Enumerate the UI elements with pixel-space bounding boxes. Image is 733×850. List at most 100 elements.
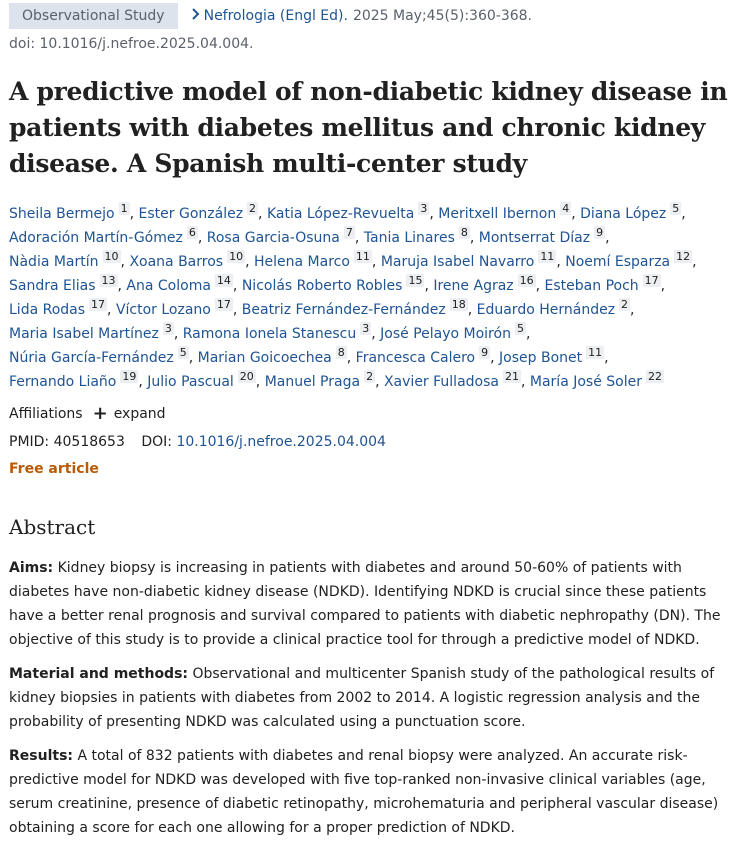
author-link[interactable]: Tania Linares	[363, 230, 455, 246]
author-link[interactable]: Katia López-Revuelta	[266, 206, 415, 222]
affiliation-number[interactable]: 9	[479, 346, 491, 359]
author-link[interactable]: Esteban Poch	[544, 278, 639, 294]
affiliation-number[interactable]: 19	[120, 370, 139, 383]
affiliation-number[interactable]: 18	[449, 298, 468, 311]
author-separator: ,	[630, 302, 635, 318]
affiliation-number[interactable]: 8	[458, 226, 470, 239]
author-link[interactable]: Nicolás Roberto Robles	[241, 278, 403, 294]
affiliation-number[interactable]: 1	[118, 202, 130, 215]
author-link[interactable]: Xavier Fulladosa	[383, 374, 499, 390]
affiliations-expand-button[interactable]: + expand	[93, 405, 166, 423]
article-title: A predictive model of non-diabetic kidne…	[9, 77, 728, 178]
affiliation-number[interactable]: 11	[538, 250, 557, 263]
author-separator: ,	[525, 326, 531, 342]
author-link[interactable]: Núria García-Fernández	[9, 350, 174, 366]
author-line: Núria García-Fernández 5, Marian Goicoech…	[9, 346, 729, 370]
author-link[interactable]: Diana López	[580, 206, 667, 222]
header-doi: doi: 10.1016/j.nefroe.2025.04.004.	[9, 36, 254, 52]
affiliation-number[interactable]: 8	[335, 346, 347, 359]
author-link[interactable]: Beatriz Fernández-Fernández	[241, 302, 446, 318]
affiliation-number[interactable]: 12	[674, 250, 693, 263]
affiliation-number[interactable]: 11	[586, 346, 605, 359]
author-link[interactable]: Sheila Bermejo	[9, 206, 115, 222]
doi-link[interactable]: 10.1016/j.nefroe.2025.04.004	[176, 434, 386, 450]
affiliation-number[interactable]: 10	[227, 250, 246, 263]
abstract-section-label: Results:	[9, 748, 73, 764]
doi-label: DOI:	[141, 434, 172, 450]
author-separator: ,	[258, 206, 267, 222]
affiliation-number[interactable]: 17	[642, 274, 661, 287]
affiliation-number[interactable]: 17	[214, 298, 233, 311]
affiliation-number[interactable]: 4	[560, 202, 572, 215]
author-separator: ,	[138, 374, 148, 390]
author-link[interactable]: José Pelayo Moirón	[380, 326, 511, 342]
affiliation-number[interactable]: 15	[406, 274, 425, 287]
publication-type-badge[interactable]: Observational Study	[9, 3, 178, 29]
affiliation-number[interactable]: 5	[177, 346, 189, 359]
author-link[interactable]: Nàdia Martín	[9, 254, 99, 270]
author-separator: ,	[371, 326, 381, 342]
affiliation-number[interactable]: 3	[418, 202, 430, 215]
affiliation-number[interactable]: 17	[89, 298, 108, 311]
author-link[interactable]: Josep Bonet	[499, 350, 583, 366]
affiliation-number[interactable]: 7	[343, 226, 355, 239]
author-link[interactable]: Maria Isabel Martínez	[9, 326, 159, 342]
citation-details: 2025 May;45(5):360-368.	[352, 8, 532, 24]
affiliation-number[interactable]: 2	[619, 298, 631, 311]
author-line: Fernando Liaño 19, Julio Pascual 20, Manue…	[9, 370, 729, 394]
author-separator: ,	[232, 302, 242, 318]
author-link[interactable]: Irene Agraz	[433, 278, 514, 294]
author-link[interactable]: Fernando Liaño	[9, 374, 117, 390]
author-link[interactable]: Víctor Lozano	[115, 302, 211, 318]
author-separator: ,	[469, 230, 479, 246]
author-link[interactable]: Adoración Martín-Gómez	[9, 230, 183, 246]
abstract-section-text: Kidney biopsy is increasing in patients …	[9, 560, 721, 648]
author-link[interactable]: Sandra Elias	[9, 278, 96, 294]
author-link[interactable]: Eduardo Hernández	[476, 302, 616, 318]
affiliation-number[interactable]: 11	[353, 250, 372, 263]
author-separator: ,	[120, 254, 130, 270]
author-link[interactable]: Xoana Barros	[129, 254, 224, 270]
affiliation-number[interactable]: 2	[364, 370, 376, 383]
author-link[interactable]: Maruja Isabel Navarro	[380, 254, 535, 270]
affiliation-number[interactable]: 9	[594, 226, 606, 239]
author-link[interactable]: Marian Goicoechea	[197, 350, 332, 366]
author-link[interactable]: Manuel Praga	[264, 374, 361, 390]
author-link[interactable]: Francesca Calero	[355, 350, 476, 366]
author-line: Sheila Bermejo 1, Ester González 2, Katia …	[9, 202, 729, 226]
author-link[interactable]: Julio Pascual	[147, 374, 234, 390]
author-link[interactable]: Lida Rodas	[9, 302, 86, 318]
affiliation-number[interactable]: 20	[237, 370, 256, 383]
author-link[interactable]: Noemí Esparza	[565, 254, 671, 270]
affiliation-number[interactable]: 13	[99, 274, 118, 287]
affiliation-number[interactable]: 16	[517, 274, 536, 287]
author-link[interactable]: Rosa Garcia-Osuna	[206, 230, 340, 246]
affiliations-label: Affiliations	[9, 406, 83, 422]
affiliation-number[interactable]: 22	[646, 370, 664, 383]
affiliation-number[interactable]: 14	[214, 274, 233, 287]
author-link[interactable]: Helena Marco	[253, 254, 350, 270]
author-separator: ,	[520, 374, 530, 390]
affiliation-number[interactable]: 5	[670, 202, 682, 215]
author-link[interactable]: Ramona Ionela Stanescu	[182, 326, 357, 342]
author-link[interactable]: Ana Coloma	[126, 278, 211, 294]
author-link[interactable]: Meritxell Ibernon	[438, 206, 557, 222]
author-separator: ,	[107, 302, 116, 318]
journal-link[interactable]: Nefrologia (Engl Ed).	[203, 8, 348, 24]
affiliation-number[interactable]: 21	[502, 370, 521, 383]
affiliation-number[interactable]: 10	[102, 250, 121, 263]
author-separator: ,	[660, 278, 666, 294]
author-separator: ,	[346, 350, 356, 366]
free-article-label[interactable]: Free article	[9, 461, 99, 477]
affiliation-number[interactable]: 5	[514, 322, 526, 335]
author-separator: ,	[354, 230, 364, 246]
affiliation-number[interactable]: 2	[247, 202, 259, 215]
affiliation-number[interactable]: 3	[162, 322, 174, 335]
expand-label: expand	[113, 406, 166, 422]
author-link[interactable]: Montserrat Díaz	[478, 230, 591, 246]
affiliation-number[interactable]: 3	[360, 322, 372, 335]
affiliation-number[interactable]: 6	[186, 226, 198, 239]
author-link[interactable]: María José Soler	[529, 374, 642, 390]
author-link[interactable]: Ester González	[138, 206, 244, 222]
abstract-section-text: A total of 832 patients with diabetes an…	[9, 748, 719, 836]
